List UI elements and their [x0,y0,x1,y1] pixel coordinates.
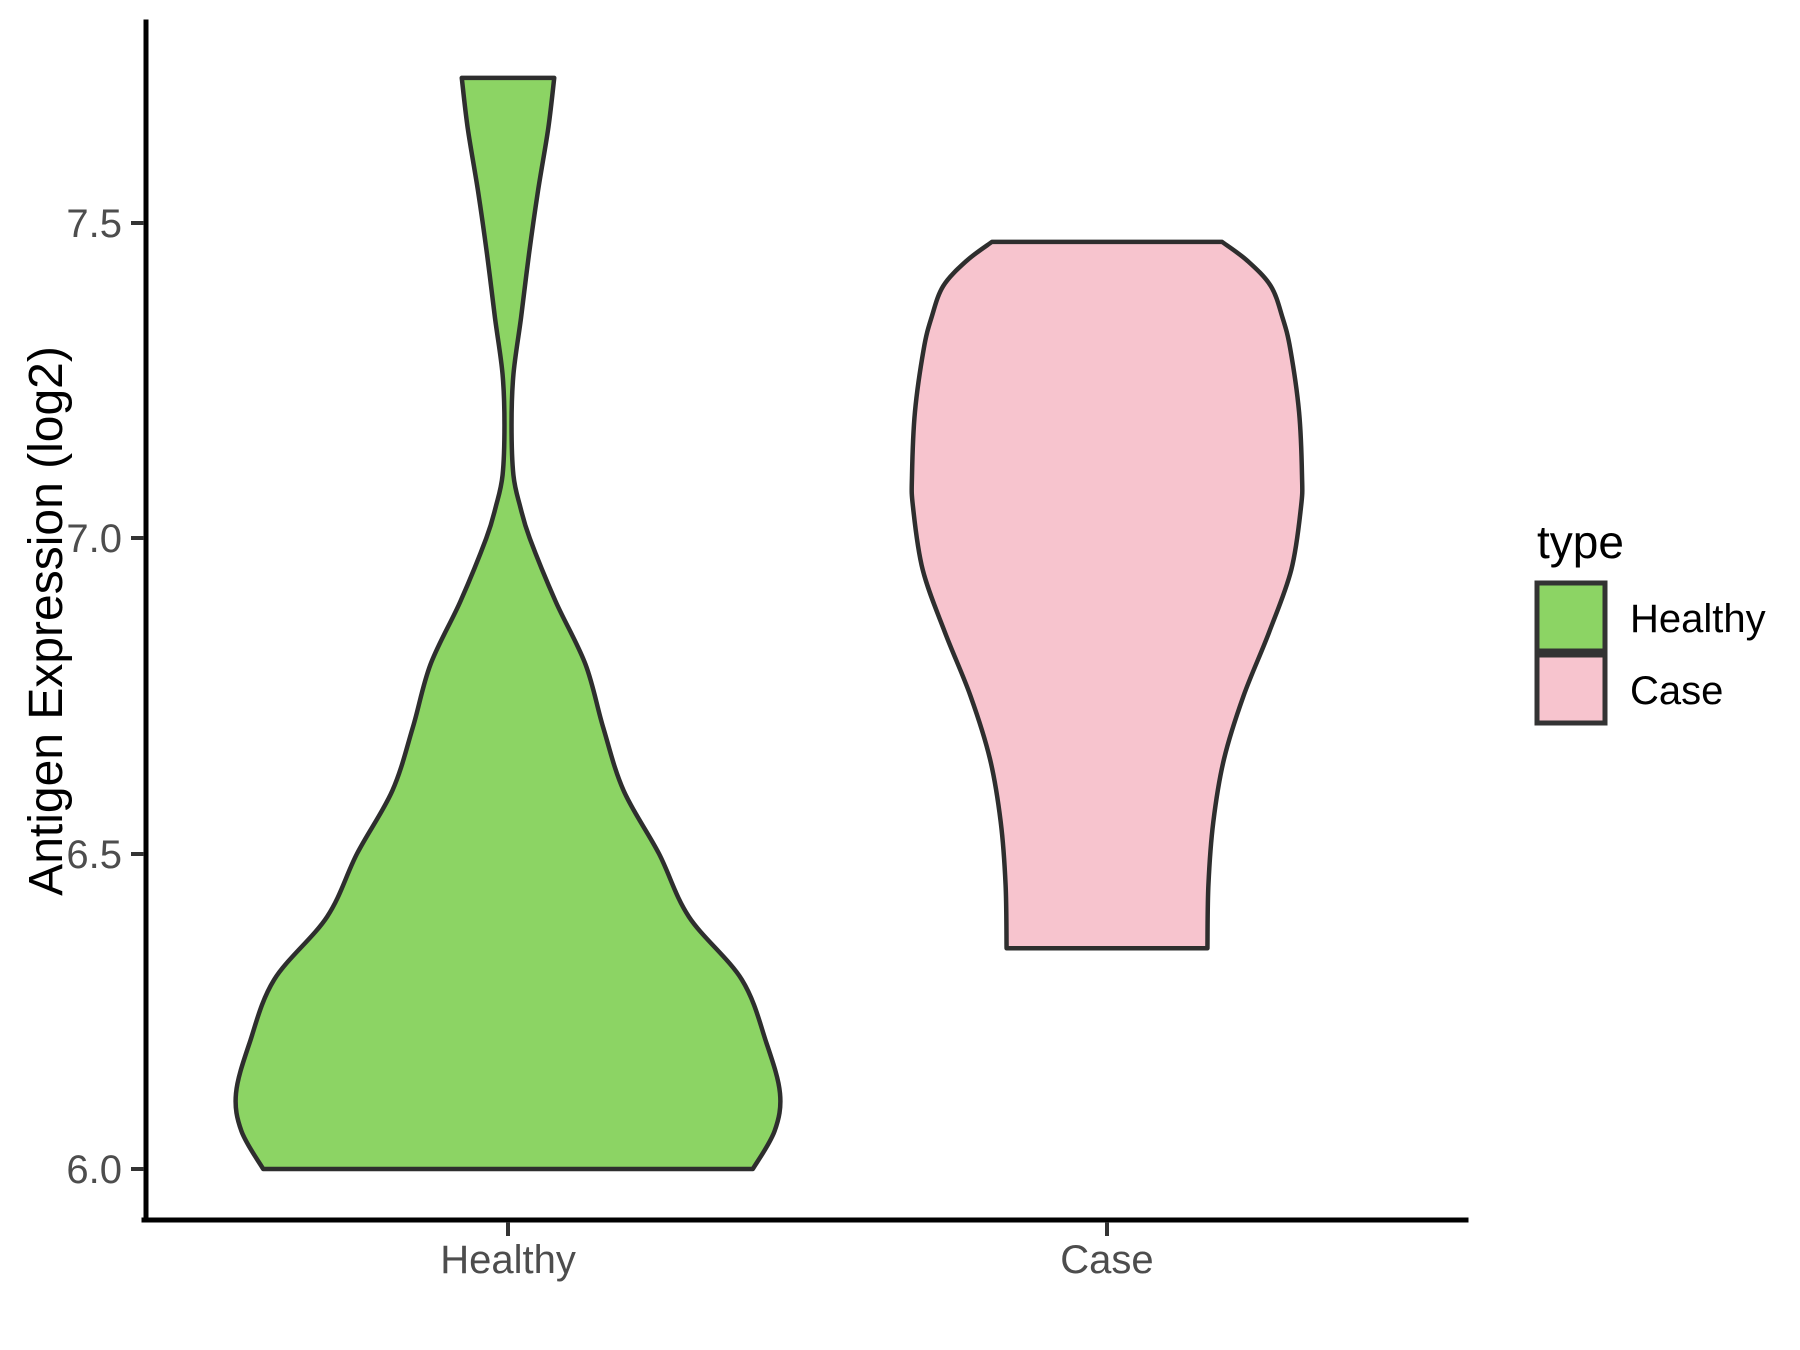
legend-label-case: Case [1630,669,1723,713]
x-category-labels: Healthy Case [440,1238,1154,1282]
legend-key-case [1534,652,1608,726]
violin-healthy [233,75,783,1172]
legend-title: type [1537,516,1624,568]
legend-key-healthy [1534,580,1608,654]
violins-group [233,75,1305,1172]
y-tick-label: 6.0 [66,1148,122,1192]
y-axis-title: Antigen Expression (log2) [20,346,73,896]
x-label-case: Case [1060,1238,1153,1282]
violin-case [909,239,1305,951]
axes-group [131,19,1469,1236]
y-tick-label: 7.5 [66,202,122,246]
x-label-healthy: Healthy [440,1238,576,1282]
y-tick-label: 7.0 [66,517,122,561]
legend: type Healthy Case [1534,516,1766,726]
y-tick-label: 6.5 [66,833,122,877]
y-tick-labels: 7.5 7.0 6.5 6.0 [66,202,122,1192]
legend-label-healthy: Healthy [1630,597,1766,641]
